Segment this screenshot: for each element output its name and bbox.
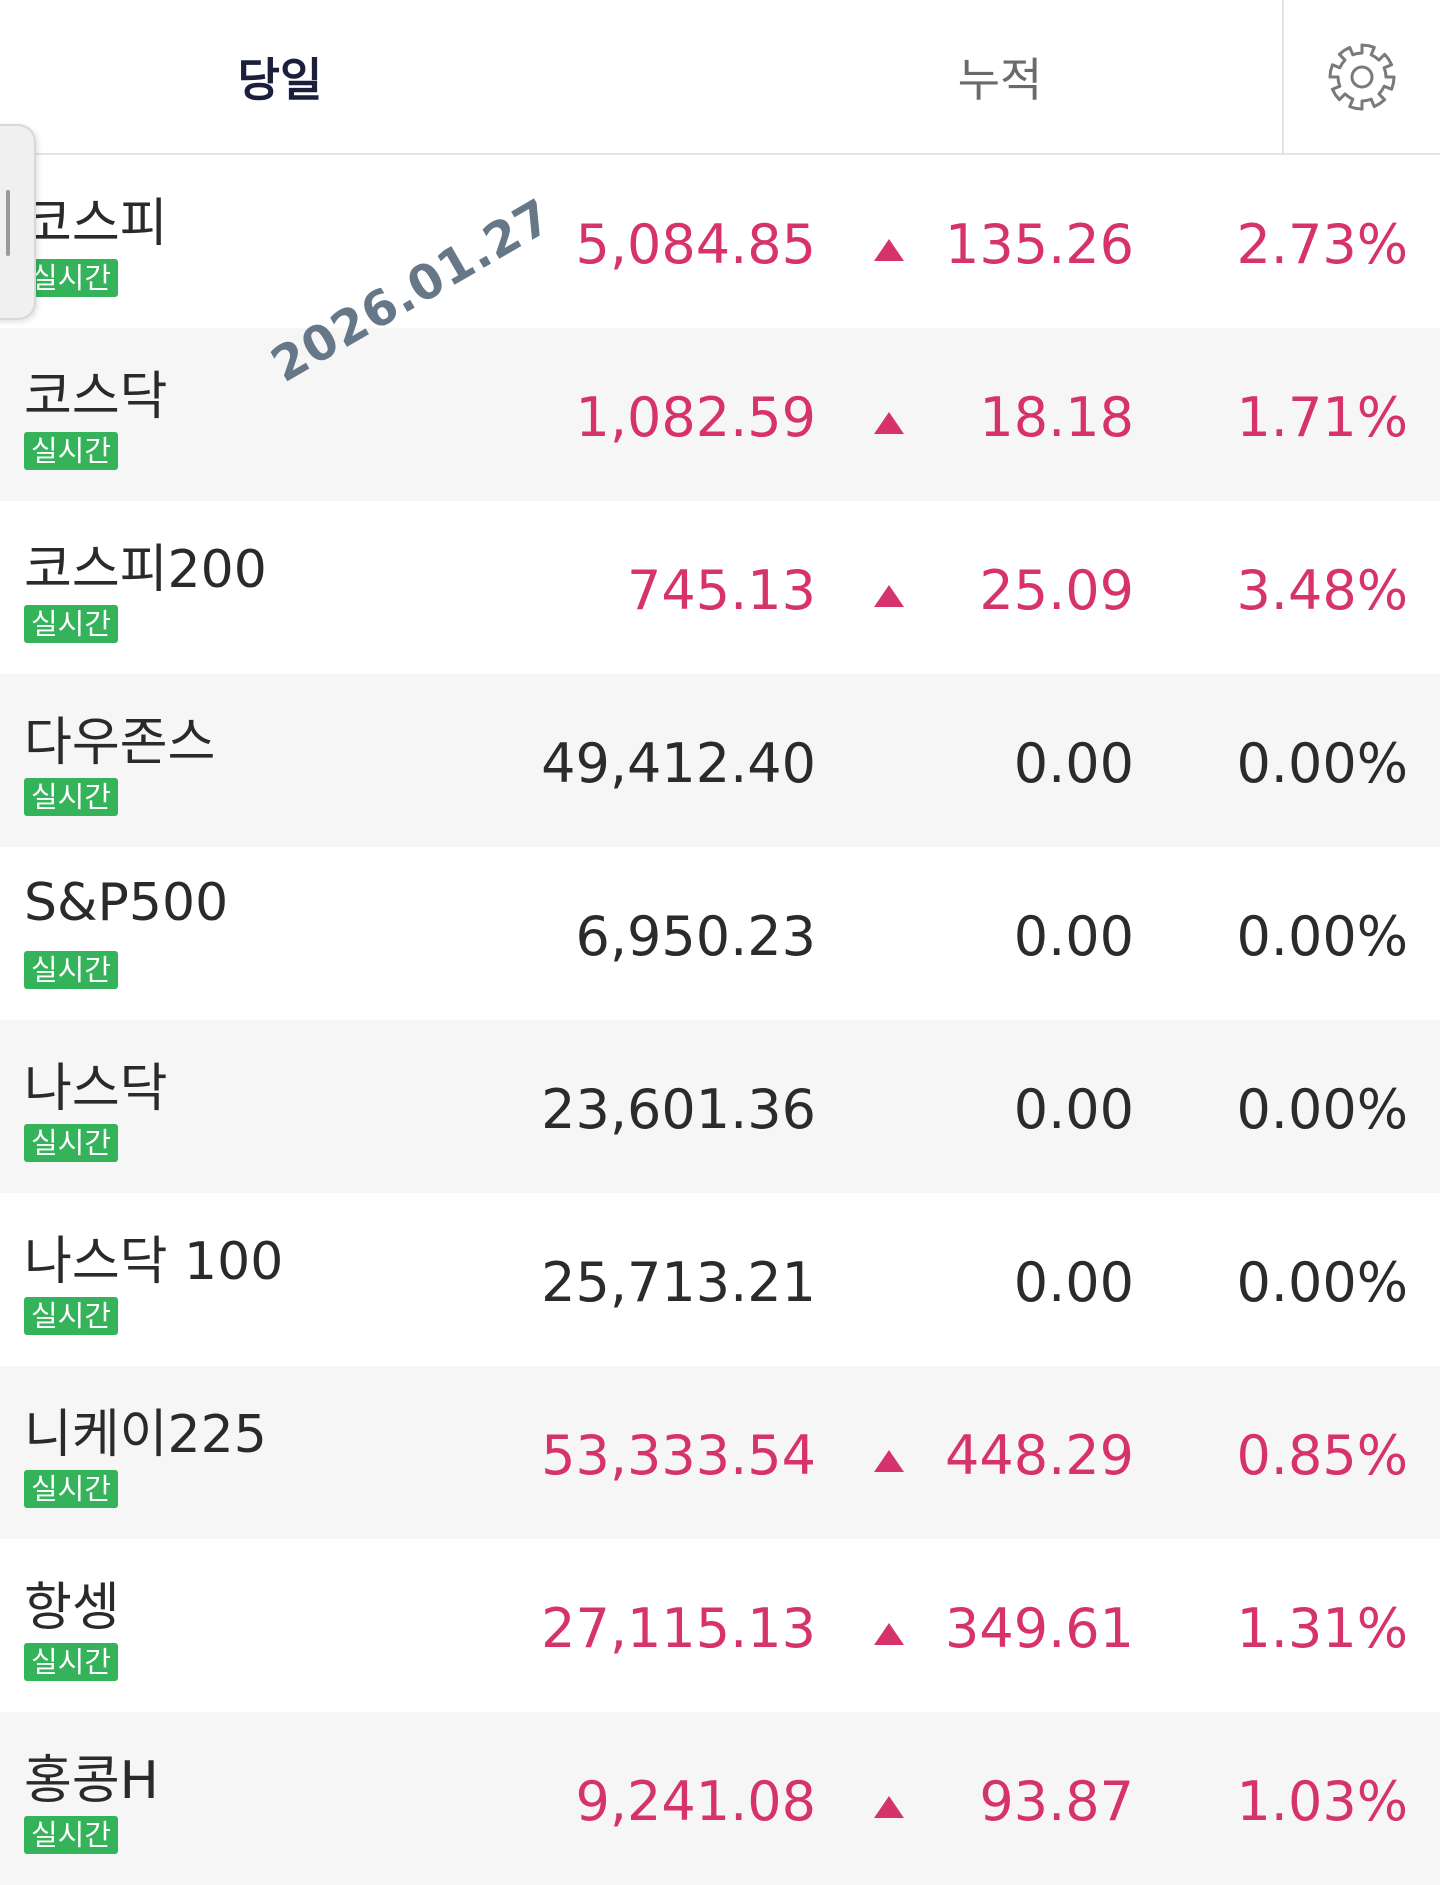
- change-rate: 1.31%: [1236, 1597, 1408, 1660]
- tab-daily[interactable]: 당일: [237, 52, 323, 107]
- change-value: 0.00: [1013, 905, 1134, 968]
- change-value: 0.00: [1013, 1078, 1134, 1141]
- index-value: 745.13: [627, 559, 816, 622]
- up-arrow-icon: [874, 1796, 904, 1818]
- realtime-badge: 실시간: [24, 432, 119, 470]
- change-value: 349.61: [945, 1597, 1134, 1660]
- index-name: 나스닥 100: [24, 1232, 284, 1292]
- realtime-badge: 실시간: [24, 1470, 119, 1508]
- change-rate: 1.03%: [1236, 1770, 1408, 1833]
- index-name: 항셍: [24, 1578, 120, 1638]
- up-arrow-icon: [874, 239, 904, 261]
- change-value: 25.09: [979, 559, 1134, 622]
- index-value: 1,082.59: [575, 386, 816, 449]
- change-value: 0.00: [1013, 1251, 1134, 1314]
- tab-cumulative[interactable]: 누적: [957, 52, 1043, 107]
- change-value: 18.18: [979, 386, 1134, 449]
- index-name: 코스닥: [24, 367, 168, 427]
- index-name: 다우존스: [24, 713, 216, 773]
- change-value: 135.26: [945, 213, 1134, 276]
- index-name: S&P500: [24, 873, 229, 933]
- change-rate: 1.71%: [1236, 386, 1408, 449]
- index-value: 23,601.36: [541, 1078, 816, 1141]
- table-row[interactable]: 코스피200 실시간 745.13 25.09 3.48%: [0, 501, 1440, 674]
- change-value: 448.29: [945, 1424, 1134, 1487]
- up-arrow-icon: [874, 1450, 904, 1472]
- index-name: 홍콩H: [24, 1751, 159, 1811]
- index-value: 5,084.85: [575, 213, 816, 276]
- table-row[interactable]: 나스닥 100 실시간 25,713.21 0.00 0.00%: [0, 1193, 1440, 1366]
- realtime-badge: 실시간: [24, 778, 119, 816]
- table-row[interactable]: 홍콩H 실시간 9,241.08 93.87 1.03%: [0, 1712, 1440, 1885]
- settings-button[interactable]: [1282, 0, 1440, 153]
- index-name: 니케이225: [24, 1405, 267, 1465]
- index-name: 나스닥: [24, 1059, 168, 1119]
- realtime-badge: 실시간: [24, 605, 119, 643]
- change-rate: 3.48%: [1236, 559, 1408, 622]
- change-value: 93.87: [979, 1770, 1134, 1833]
- change-rate: 0.00%: [1236, 1078, 1408, 1141]
- change-rate: 2.73%: [1236, 213, 1408, 276]
- table-row[interactable]: 니케이225 실시간 53,333.54 448.29 0.85%: [0, 1366, 1440, 1539]
- index-name: 코스피: [24, 194, 168, 254]
- index-value: 53,333.54: [541, 1424, 816, 1487]
- realtime-badge: 실시간: [24, 259, 119, 297]
- realtime-badge: 실시간: [24, 1297, 119, 1335]
- realtime-badge: 실시간: [24, 1124, 119, 1162]
- index-value: 27,115.13: [541, 1597, 816, 1660]
- index-name: 코스피200: [24, 540, 267, 600]
- change-rate: 0.00%: [1236, 732, 1408, 795]
- index-value: 9,241.08: [575, 1770, 816, 1833]
- period-tab-bar: 당일 누적: [0, 0, 1440, 155]
- up-arrow-icon: [874, 412, 904, 434]
- side-drawer-handle[interactable]: [0, 124, 36, 320]
- index-value: 6,950.23: [575, 905, 816, 968]
- change-rate: 0.85%: [1236, 1424, 1408, 1487]
- table-row[interactable]: S&P500 실시간 6,950.23 0.00 0.00%: [0, 847, 1440, 1020]
- up-arrow-icon: [874, 1623, 904, 1645]
- index-value: 49,412.40: [541, 732, 816, 795]
- realtime-badge: 실시간: [24, 951, 119, 989]
- grip-icon: [6, 190, 10, 256]
- change-value: 0.00: [1013, 732, 1134, 795]
- realtime-badge: 실시간: [24, 1816, 119, 1854]
- change-rate: 0.00%: [1236, 1251, 1408, 1314]
- realtime-badge: 실시간: [24, 1643, 119, 1681]
- index-value: 25,713.21: [541, 1251, 816, 1314]
- change-rate: 0.00%: [1236, 905, 1408, 968]
- up-arrow-icon: [874, 585, 904, 607]
- gear-icon: [1328, 43, 1396, 110]
- index-table: 코스피 실시간 5,084.85 135.26 2.73% 코스닥 실시간 1,082.59 1…: [0, 155, 1440, 1885]
